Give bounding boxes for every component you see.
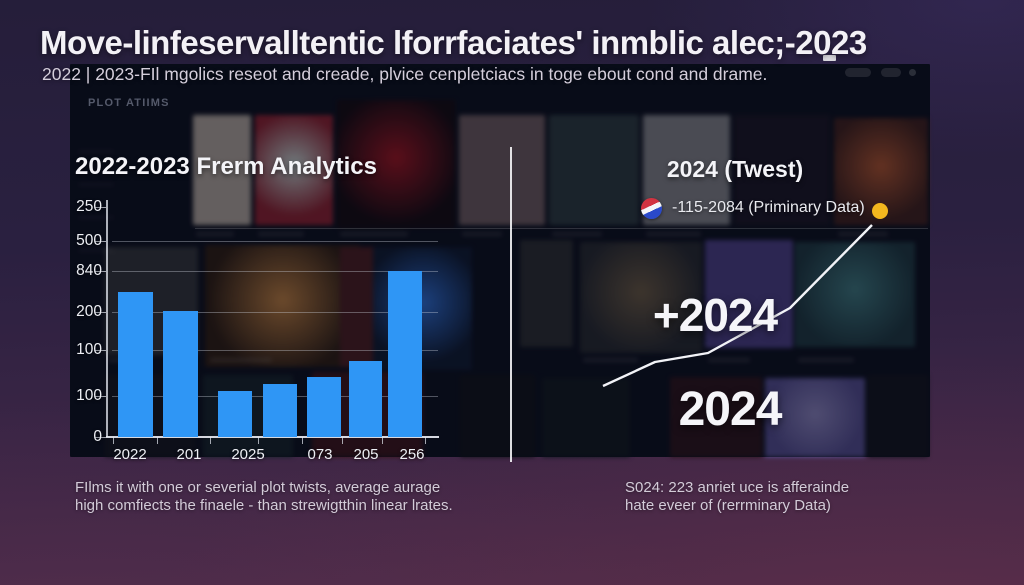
poster-caption <box>210 358 272 362</box>
x-axis-label: 205 <box>353 446 379 463</box>
y-axis-label: 100 <box>76 341 102 358</box>
chart-gridline <box>112 271 438 272</box>
chart-gridline <box>112 312 438 313</box>
y-axis-label: 100 <box>76 387 102 404</box>
section-label: PLOT ATIIMS <box>88 97 170 109</box>
x-axis-tick <box>382 437 383 444</box>
poster-caption <box>258 232 304 236</box>
footnote-left-line1: FIlms it with one or severial plot twist… <box>75 479 441 496</box>
sidebar-item-placeholder <box>78 150 114 153</box>
globe-swirl-icon <box>641 197 662 219</box>
footnote-right: S024: 223 anriet uce is afferainde hate … <box>625 479 955 515</box>
bar <box>218 391 252 437</box>
poster-caption <box>552 232 602 236</box>
poster-row-divider <box>195 228 928 229</box>
bar <box>388 271 422 437</box>
y-axis-label: 0 <box>93 428 102 445</box>
chart-gridline <box>112 241 438 242</box>
y-axis-tick <box>95 312 106 313</box>
y-axis-tick <box>95 350 106 351</box>
x-axis-label: 2022 <box>113 446 147 463</box>
movie-poster-tile <box>460 375 535 457</box>
window-control-pill[interactable] <box>881 68 901 77</box>
x-axis-tick <box>210 437 211 444</box>
window-control-icon[interactable] <box>909 69 916 76</box>
legend-label: -115-2084 (Priminary Data) <box>672 199 865 216</box>
page-subtitle: 2022 | 2023-FIl mgolics reseot and cread… <box>42 64 768 84</box>
forecast-legend: -115-2084 (Priminary Data) <box>641 196 865 220</box>
y-axis-tick <box>95 396 106 397</box>
bar <box>118 292 153 437</box>
x-axis-tick <box>157 437 158 444</box>
y-axis-tick <box>95 241 106 242</box>
y-axis-tick <box>95 271 106 272</box>
footnote-left-line2: high comfiects the finaele - than strewi… <box>75 497 453 514</box>
poster-caption <box>340 232 408 236</box>
y-axis-tick <box>95 437 106 438</box>
chart-gridline <box>112 350 438 351</box>
x-axis-tick <box>342 437 343 444</box>
x-axis-label: 256 <box>399 446 425 463</box>
bar <box>307 377 341 437</box>
movie-poster-tile <box>193 115 251 225</box>
y-axis-label: 500 <box>76 232 102 249</box>
page-title: Move-linfeservalltentic lforrfaciates' i… <box>40 24 867 61</box>
window-tab-chip <box>823 55 836 61</box>
poster-caption <box>462 232 502 236</box>
y-axis-label: 200 <box>76 303 102 320</box>
sidebar-item-placeholder <box>78 249 114 252</box>
movie-poster-tile <box>549 115 639 225</box>
movie-poster-tile <box>670 377 762 457</box>
movie-poster-tile <box>542 378 630 457</box>
window-control-pill[interactable] <box>845 68 871 77</box>
movie-poster-tile <box>520 240 573 347</box>
movie-poster-tile <box>205 245 360 367</box>
y-axis-label: 250 <box>76 198 102 215</box>
movie-poster-tile <box>868 375 928 457</box>
movie-poster-tile <box>337 100 455 228</box>
vertical-divider <box>510 147 512 462</box>
forecast-title: 2024 (Twest) <box>666 156 804 182</box>
x-axis-tick <box>113 437 114 444</box>
movie-poster-tile <box>459 115 545 225</box>
x-axis-tick <box>425 437 426 444</box>
poster-caption <box>196 232 234 236</box>
movie-poster-tile <box>255 115 333 225</box>
y-axis <box>106 200 108 437</box>
x-axis-label: 201 <box>176 446 202 463</box>
x-axis-label: 073 <box>307 446 333 463</box>
y-axis-tick <box>95 207 106 208</box>
footnote-right-line1: S024: 223 anriet uce is afferainde <box>625 479 850 496</box>
footnote-left: FIlms it with one or severial plot twist… <box>75 479 495 515</box>
sidebar-item-placeholder <box>78 183 114 186</box>
x-axis-tick <box>302 437 303 444</box>
footnote-right-line2: hate eveer of (rerrminary Data) <box>625 497 831 514</box>
plus-year-callout: +2024 <box>652 289 778 341</box>
movie-poster-tile <box>734 115 830 225</box>
poster-grid <box>70 64 930 457</box>
x-axis <box>106 436 439 438</box>
x-axis-tick <box>258 437 259 444</box>
x-axis-label: 2025 <box>231 446 265 463</box>
y-axis-label: 840 <box>76 262 102 279</box>
bar <box>349 361 382 437</box>
bar <box>163 311 198 437</box>
movie-poster-tile <box>765 378 865 457</box>
bar-chart-title: 2022-2023 Frerm Analytics <box>75 153 377 180</box>
sidebar-item-placeholder <box>78 216 114 219</box>
bar <box>263 384 297 437</box>
year-callout: 2024 <box>678 383 783 436</box>
